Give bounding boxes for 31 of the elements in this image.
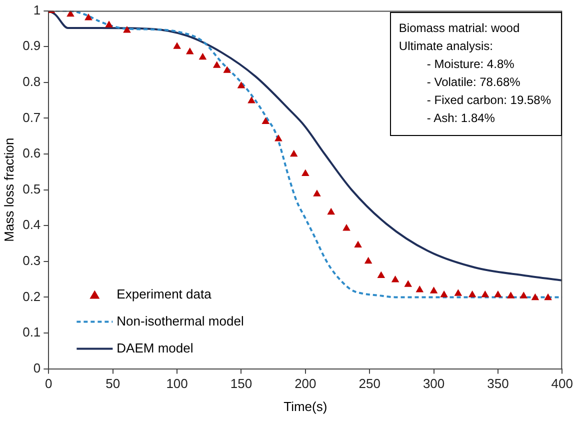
x-axis-title: Time(s)	[284, 398, 328, 414]
annotation: - Fixed carbon: 19.58%	[426, 92, 551, 109]
y-tick-label: 0.1	[22, 324, 41, 340]
annotation: Ultimate analysis:	[398, 38, 494, 55]
legend-label: Non-isothermal model	[116, 313, 244, 328]
x-tick-label: 0	[45, 376, 52, 392]
y-tick-label: 0.4	[22, 217, 41, 232]
legend-label: Experiment data	[116, 286, 212, 302]
legend-label: DAEM model	[116, 340, 194, 356]
annotation: - Ash: 1.84%	[426, 110, 496, 127]
x-tick-label: 250	[358, 376, 380, 392]
x-tick-label: 350	[487, 376, 509, 392]
x-tick-label: 200	[294, 376, 316, 392]
y-tick-label: 0.6	[22, 146, 41, 161]
x-tick-label: 150	[230, 376, 252, 392]
x-tick-label: 400	[551, 376, 574, 392]
annotation: Biomass matrial: wood	[398, 20, 521, 37]
y-tick-label: 0.5	[22, 181, 41, 196]
y-tick-label: 0.3	[22, 252, 41, 268]
x-tick-label: 300	[422, 376, 445, 392]
y-tick-label: 0	[33, 360, 41, 376]
x-tick-label: 100	[166, 376, 188, 392]
annotation: - Volatile: 78.68%	[426, 74, 522, 91]
y-tick-label: 0.9	[22, 38, 41, 54]
x-tick-label: 50	[106, 376, 120, 392]
y-tick-label: 0.2	[22, 288, 41, 304]
y-tick-label: 1	[33, 2, 41, 18]
y-tick-label: 0.7	[22, 110, 41, 125]
y-tick-label: 0.8	[22, 74, 41, 89]
y-axis-title: Mass loss fraction	[1, 138, 16, 242]
annotation: - Moisture: 4.8%	[426, 56, 516, 73]
